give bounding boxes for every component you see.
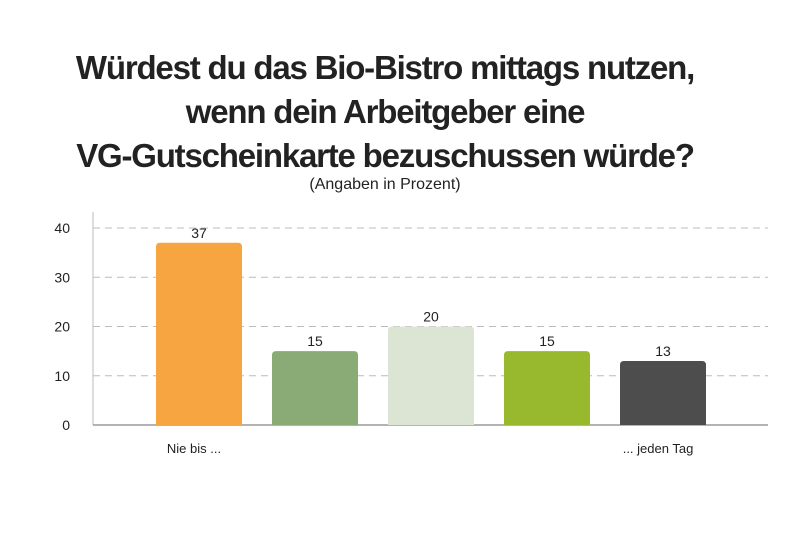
category-label-1: Nie bis ... (167, 441, 221, 456)
bar-1[interactable] (156, 242, 242, 425)
y-tick-label: 10 (54, 368, 70, 384)
y-tick-label: 0 (62, 417, 70, 433)
data-label-2: 15 (307, 333, 323, 349)
data-label-4: 15 (539, 333, 555, 349)
y-axis-ticks: 0 10 20 30 40 (54, 220, 70, 433)
chart-subtitle: (Angaben in Prozent) (309, 176, 461, 193)
category-labels: Nie bis ... ... jeden Tag (167, 441, 693, 456)
chart-title: Würdest du das Bio-Bistro mittags nutzen… (40, 46, 730, 178)
bar-5[interactable] (620, 360, 706, 425)
chart-title-line-3: VG-Gutscheinkarte bezuschussen würde? (76, 137, 695, 174)
data-labels: 37 15 20 15 13 (191, 225, 671, 359)
bars (156, 242, 706, 426)
y-tick-label: 30 (54, 269, 70, 285)
chart-title-line-1: Würdest du das Bio-Bistro mittags nutzen… (75, 49, 695, 86)
y-tick-label: 40 (54, 220, 70, 236)
data-label-3: 20 (423, 309, 439, 325)
y-tick-label: 20 (54, 319, 70, 335)
bar-2[interactable] (272, 351, 358, 425)
category-label-5: ... jeden Tag (623, 441, 694, 456)
data-label-1: 37 (191, 225, 207, 241)
chart-title-line-2: wenn dein Arbeitgeber eine (185, 93, 586, 130)
data-label-5: 13 (655, 343, 671, 359)
bar-4[interactable] (504, 351, 590, 425)
bar-3[interactable] (388, 326, 474, 426)
